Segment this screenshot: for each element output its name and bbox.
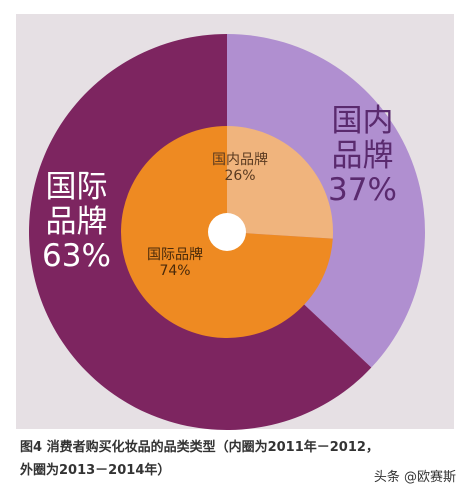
outer-domestic-label: 国内 品牌 37% xyxy=(328,104,397,208)
inner-international-name: 国际品牌 xyxy=(147,247,203,263)
inner-slice-0 xyxy=(227,126,333,239)
inner-international-label: 国际品牌 74% xyxy=(147,247,203,279)
inner-domestic-name: 国内品牌 xyxy=(212,152,268,168)
outer-international-name-line2: 品牌 xyxy=(45,203,108,240)
outer-international-name-line1: 国际 xyxy=(45,169,108,205)
outer-domestic-name-line1: 国内 xyxy=(331,103,394,139)
caption-line-1: 图4 消费者购买化妆品的品类类型（内圈为2011年－2012， xyxy=(20,440,379,455)
inner-domestic-percent: 26% xyxy=(224,167,256,184)
caption-line-2: 外圈为2013－2014年） xyxy=(20,463,171,478)
outer-domestic-percent: 37% xyxy=(328,172,397,209)
center-hole xyxy=(208,213,246,251)
inner-domestic-label: 国内品牌 26% xyxy=(212,152,268,184)
outer-international-percent: 63% xyxy=(42,238,111,275)
outer-international-label: 国际 品牌 63% xyxy=(42,170,111,274)
outer-domestic-name-line2: 品牌 xyxy=(331,137,394,174)
figure-caption: 图4 消费者购买化妆品的品类类型（内圈为2011年－2012， 外圈为2013－… xyxy=(20,436,460,482)
inner-international-percent: 74% xyxy=(159,262,191,279)
watermark: 头条 @欧赛斯 xyxy=(371,466,458,485)
